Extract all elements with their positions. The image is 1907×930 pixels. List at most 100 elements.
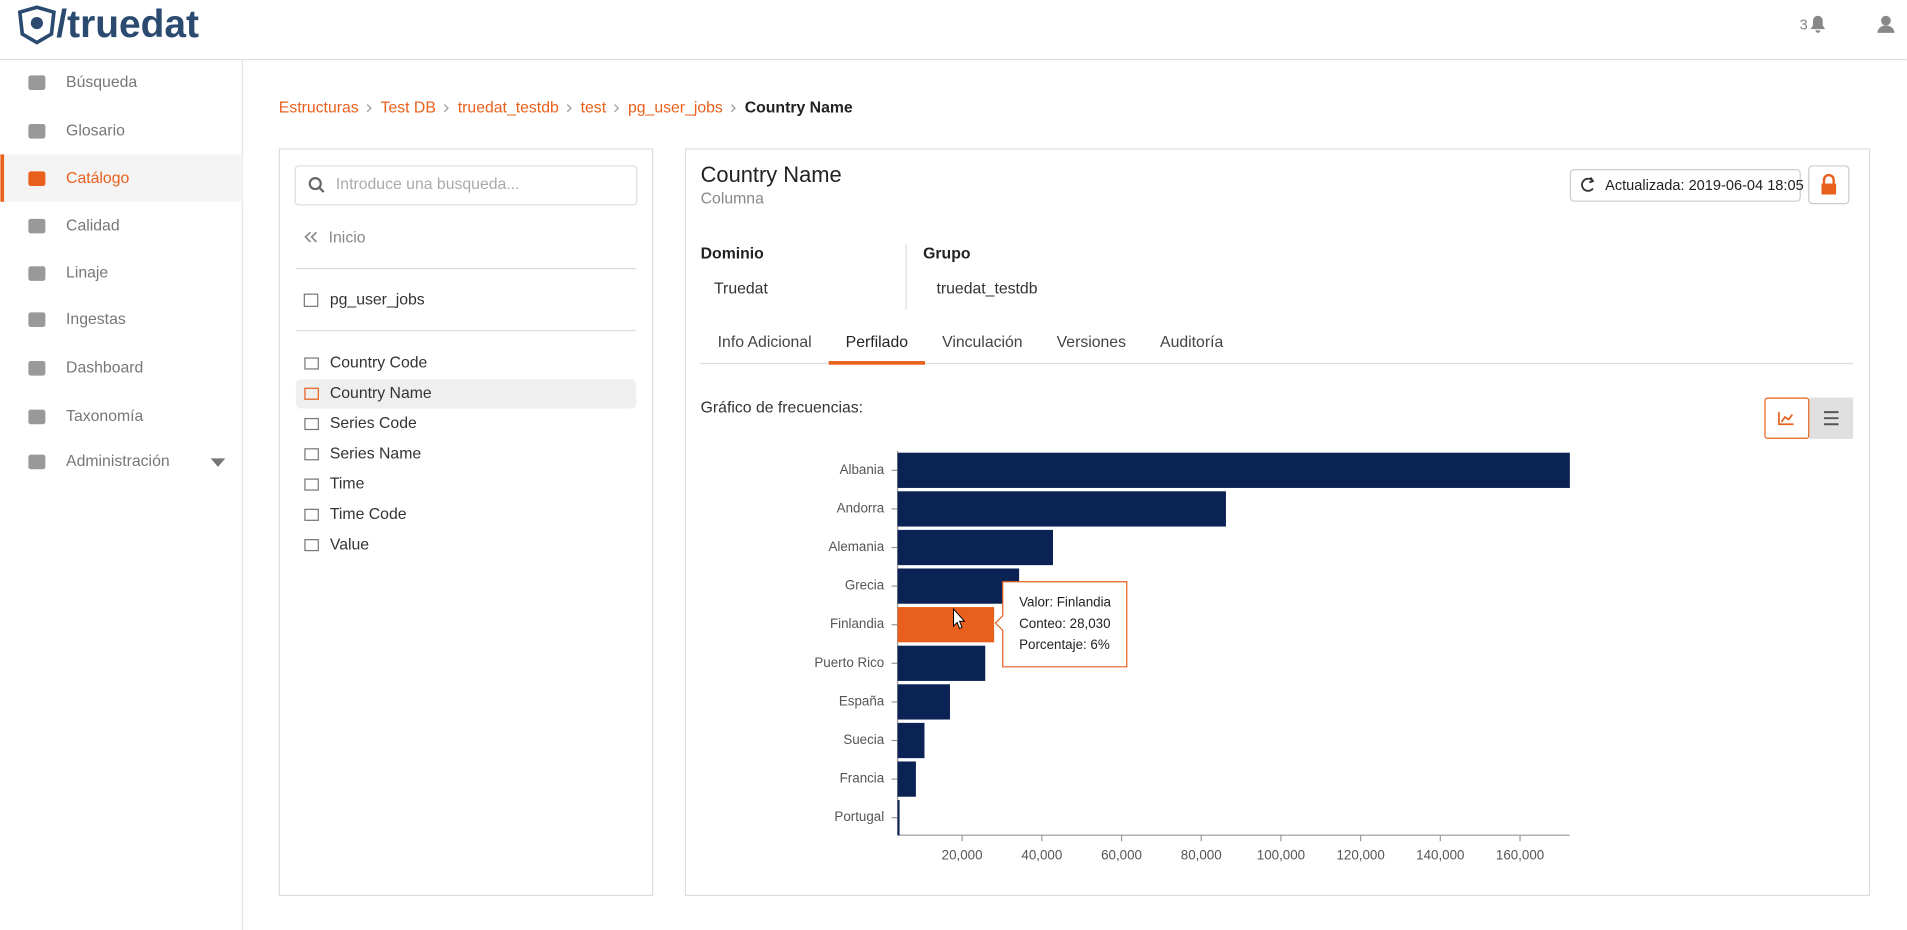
nav-icon [28,361,46,376]
y-tick-label: Puerto Rico [814,655,884,670]
chart-icon [1778,412,1794,426]
tree-item[interactable]: Time Code [330,506,407,523]
back-link[interactable]: Inicio [329,229,366,246]
x-tick-label: 160,000 [1496,847,1544,862]
lock-icon [1821,173,1837,195]
chart: 20,000 40,000 60,000 80,000 100,000 120,000 14… [814,451,1570,862]
nav-icon [28,218,46,234]
tree-item[interactable]: Time [330,476,365,493]
tree-panel [278,148,654,896]
nav-icon [28,266,46,281]
bar[interactable] [897,529,1053,566]
bar[interactable] [897,761,916,797]
nav-item[interactable]: Glosario [66,122,125,139]
field-label: Grupo [923,245,971,262]
refresh-label: Actualizada: 2019-06-04 18:05 [1605,178,1804,194]
tree-item[interactable]: Series Name [330,445,422,462]
tree-item[interactable]: Country Name [330,385,432,402]
column-icon [304,539,319,552]
nav-icon [28,454,46,470]
field-value: Truedat [714,281,768,298]
nav-icon [28,171,46,186]
refresh-button[interactable] [1569,168,1801,202]
bar[interactable] [897,722,925,759]
x-tick-label: 80,000 [1181,847,1222,862]
tab[interactable]: Auditoría [1160,334,1223,351]
bell-icon[interactable] [1810,15,1826,33]
bar[interactable] [897,568,1020,604]
y-tick-label: Albania [840,462,885,477]
cursor [953,607,966,630]
nav-item[interactable]: Calidad [66,217,120,234]
tree-list: Country Code Country Name Series Code Serie… [304,355,432,553]
y-tick-label: Grecia [845,578,885,593]
breadcrumb-separator [730,104,736,113]
tab-active-underline [828,361,926,365]
tabs: Info Adicional Perfilado Vinculación Versio… [718,334,1223,365]
breadcrumb-separator [443,104,449,113]
column-icon [304,508,319,521]
tree-active-bg [295,379,637,409]
nav-item[interactable]: Administración [66,453,170,470]
search-icon [308,177,325,193]
field-value: truedat_testdb [936,281,1037,298]
tooltip-box [994,581,1128,668]
refresh-icon [1581,176,1595,192]
logo[interactable]: /truedat [56,3,199,46]
detail-subtitle: Columna [701,191,764,208]
nav-item[interactable]: Taxonomía [66,408,143,425]
breadcrumb[interactable]: truedat_testdb [458,99,559,116]
detail-panel [684,148,1871,896]
y-tick-label: Suecia [843,732,884,747]
notification-count[interactable]: 3 [1800,17,1808,33]
tab[interactable]: Versiones [1057,334,1126,351]
sidebar-active-marker [0,154,5,202]
user-icon[interactable] [1877,15,1895,33]
breadcrumb: Country Name [745,99,853,116]
y-tick-label: Finlandia [830,616,885,631]
tab[interactable]: Info Adicional [718,334,812,351]
y-tick-label: Andorra [837,500,885,515]
nav-icon [28,75,46,90]
tree-item[interactable]: Series Code [330,415,417,432]
tooltip-line: Conteo: 28,030 [1019,616,1110,631]
nav-item[interactable]: Linaje [66,265,108,282]
list-icon [1823,411,1839,426]
x-tick-label: 20,000 [942,847,983,862]
tree-item[interactable]: Value [330,536,369,553]
breadcrumb-separator [614,104,620,113]
nav-icon [28,409,46,425]
x-tick-label: 60,000 [1101,847,1142,862]
column-icon [304,387,319,400]
column-icon [304,448,319,461]
bar[interactable] [897,607,995,643]
fields: Dominio Truedat Grupo truedat_testdb [701,245,1038,297]
breadcrumb[interactable]: test [581,99,607,116]
logo-icon [17,5,56,45]
search-placeholder: Introduce una busqueda... [336,176,520,193]
bar[interactable] [897,800,900,836]
y-tick-label: Francia [840,771,885,786]
nav-item[interactable]: Ingestas [66,311,126,328]
sidebar: Búsqueda Glosario Catálogo Calidad Linaje Ing… [28,74,170,470]
breadcrumb[interactable]: Test DB [381,99,436,116]
table-icon [303,293,319,307]
bar[interactable] [897,645,986,681]
nav-item[interactable]: Catálogo [66,170,129,187]
dropdown-arrow[interactable] [210,458,226,467]
bar[interactable] [897,452,1570,488]
tab[interactable]: Perfilado [846,334,909,351]
search-box[interactable] [294,165,638,206]
x-tick-label: 100,000 [1257,847,1305,862]
breadcrumb[interactable]: Estructuras [279,99,359,116]
nav-item[interactable]: Dashboard [66,360,143,377]
nav-item[interactable]: Búsqueda [66,74,137,91]
chart-heading: Gráfico de frecuencias: [701,400,863,417]
bar[interactable] [897,491,1226,527]
tree-item[interactable]: Country Code [330,355,428,372]
tab[interactable]: Vinculación [942,334,1023,351]
breadcrumb[interactable]: pg_user_jobs [628,99,723,116]
bar[interactable] [897,684,950,720]
tree-parent[interactable]: pg_user_jobs [330,291,425,308]
y-tick-label: Portugal [834,809,884,824]
